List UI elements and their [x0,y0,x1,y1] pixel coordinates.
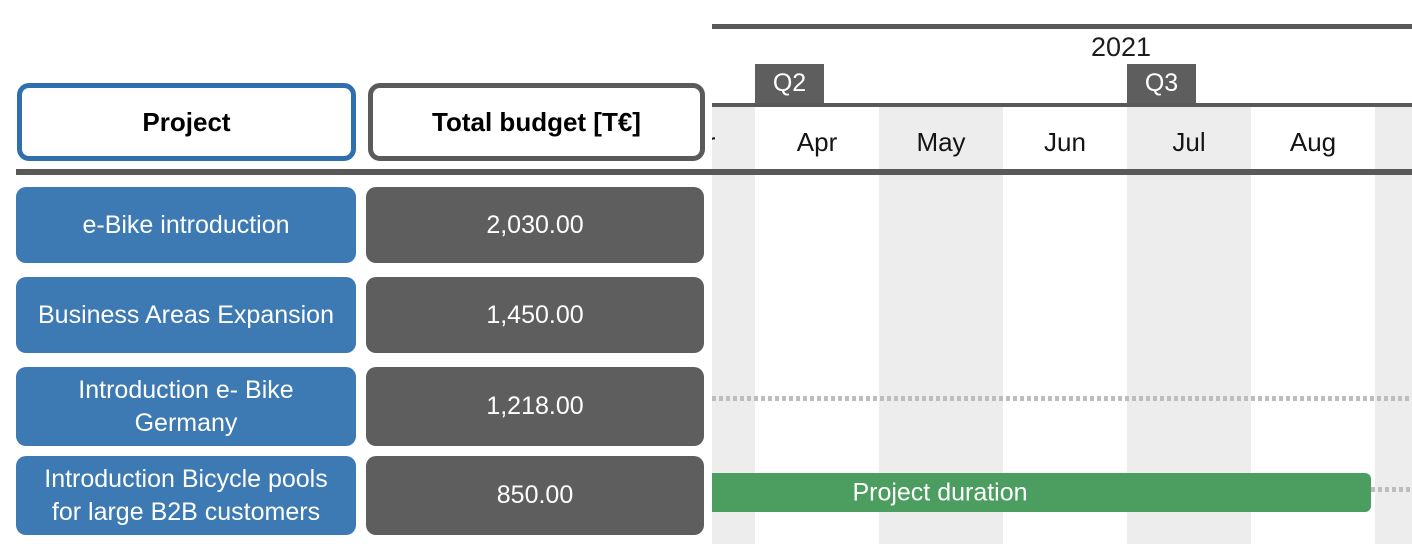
month-label-sep: Sep [1375,120,1412,164]
gantt-bar-label: Project duration [852,478,1028,506]
quarter-axis-line [712,103,1412,107]
project-cell-row4: Introduction Bicycle pools for large B2B… [16,456,356,535]
quarter-badge-q3: Q3 [1127,64,1196,103]
timeline-top-border [712,24,1412,29]
month-stripe-mar [712,107,755,544]
project-cell-row2: Business Areas Expansion [16,277,356,353]
month-stripe-may [879,107,1003,544]
gantt-bar-project-duration: Project duration [712,473,1371,512]
month-label-may: May [916,127,966,157]
month-label-apr: Apr [796,127,838,157]
row-guide-dotted-line-row4 [1371,487,1412,492]
month-label-mar: Mar [712,120,755,164]
year-label: 2021 [1090,32,1152,62]
budget-cell-row1: 2,030.00 [366,187,704,263]
header-separator-line [16,169,1412,175]
budget-cell-row3: 1,218.00 [366,367,704,446]
row-guide-dotted-line-row3 [712,396,1412,401]
budget-cell-row2: 1,450.00 [366,277,704,353]
month-label-jul: Jul [1172,127,1206,157]
project-cell-row3: Introduction e- Bike Germany [16,367,356,446]
month-label-jun: Jun [1044,127,1086,157]
budget-cell-row4: 850.00 [366,456,704,535]
project-cell-row1: e-Bike introduction [16,187,356,263]
quarter-badge-q2: Q2 [755,64,824,103]
month-label-aug: Aug [1289,127,1337,157]
column-header-project: Project [17,83,356,161]
column-header-total-budget: Total budget [T€] [368,83,705,161]
timeline-panel: 2021 Q2 Q3 Mar Apr May Jun Jul Aug Sep P… [712,0,1412,544]
month-stripe-sep [1375,107,1412,544]
month-stripe-jul [1127,107,1251,544]
